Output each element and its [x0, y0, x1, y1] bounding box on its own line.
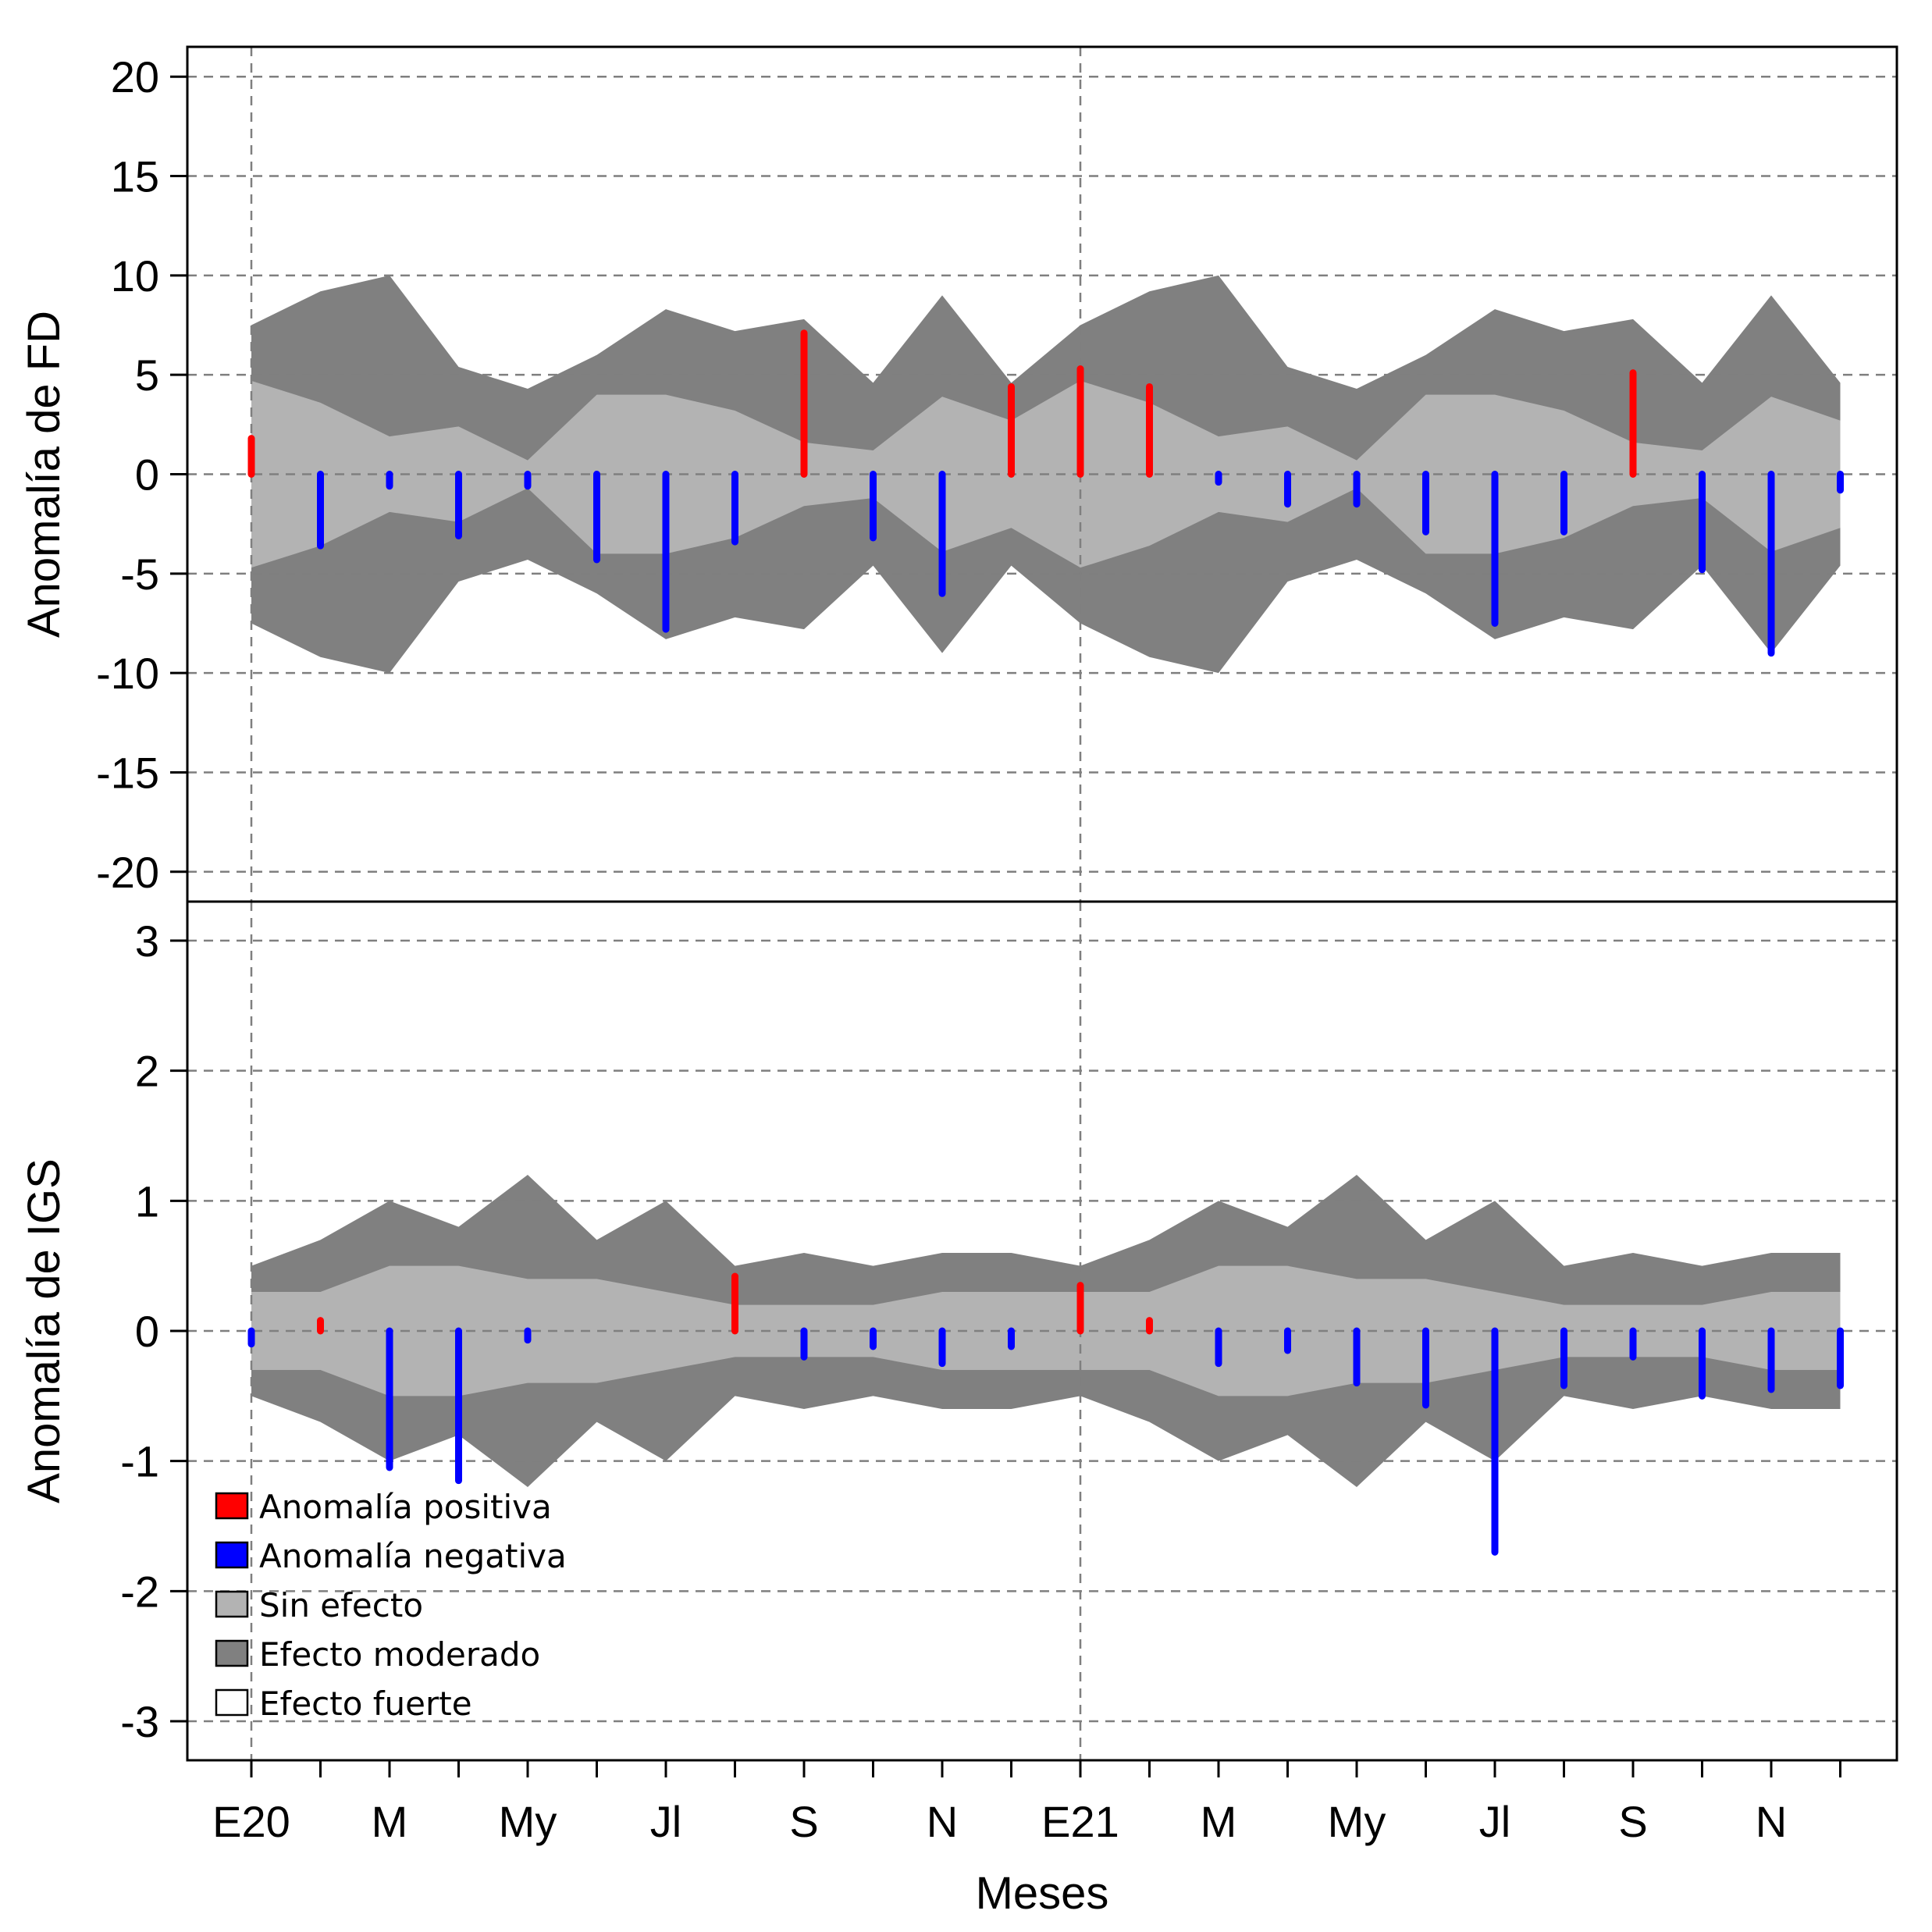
legend-swatch: [215, 1639, 249, 1667]
legend-label: Efecto moderado: [259, 1635, 540, 1674]
y-tick-label: 0: [135, 1307, 159, 1356]
plot-area: [187, 902, 1897, 1760]
y-axis-label: Anomalía de FD: [19, 311, 69, 638]
x-tick-label: N: [927, 1797, 958, 1846]
y-tick-label: 2: [135, 1047, 159, 1096]
x-axis: E20 M My Jl S N E21 M My Jl S N Meses: [212, 1760, 1841, 1919]
x-tick-label: Jl: [1479, 1797, 1510, 1846]
panel-1: 20 15 10 5 0 -5 -10 -15 -20 Anomalía de FD: [19, 45, 1898, 903]
y-tick-label: 5: [135, 350, 159, 400]
legend-label: Anomalía positiva: [259, 1488, 552, 1526]
legend: Anomalía positiva Anomalía negativa Sin ef…: [215, 1488, 567, 1723]
y-tick-label: -1: [120, 1437, 159, 1486]
x-tick-label: My: [1328, 1797, 1386, 1846]
panel-2: 3 2 1 0 -1 -2 -3 Anomalía de IGS: [19, 900, 1898, 1762]
x-tick-label: M: [1201, 1797, 1237, 1846]
legend-label: Sin efecto: [259, 1586, 423, 1624]
legend-swatch: [215, 1590, 249, 1618]
x-tick-label: E21: [1041, 1797, 1119, 1846]
y-tick-label: 15: [111, 152, 159, 201]
legend-label: Anomalía negativa: [259, 1537, 567, 1575]
y-tick-label: 3: [135, 916, 159, 966]
y-tick-label: 1: [135, 1176, 159, 1226]
x-tick-label: Jl: [650, 1797, 681, 1846]
legend-swatch: [215, 1492, 249, 1520]
x-tick-label: N: [1756, 1797, 1787, 1846]
y-axis-label: Anomalía de IGS: [19, 1158, 69, 1503]
y-tick-label: -2: [120, 1567, 159, 1616]
legend-swatch: [215, 1688, 249, 1717]
y-tick-label: -5: [120, 550, 159, 599]
x-tick-label: M: [372, 1797, 408, 1846]
y-tick-label: 20: [111, 52, 159, 101]
y-tick-label: 0: [135, 450, 159, 500]
legend-label: Efecto fuerte: [259, 1685, 472, 1723]
y-tick-label: -20: [96, 848, 159, 897]
y-tick-label: -10: [96, 649, 159, 698]
y-tick-label: 10: [111, 251, 159, 301]
y-tick-label: -3: [120, 1697, 159, 1746]
x-tick-label: S: [789, 1797, 818, 1846]
x-tick-label: My: [499, 1797, 557, 1846]
plot-area: [187, 47, 1897, 902]
y-tick-label: -15: [96, 748, 159, 797]
x-tick-label: S: [1618, 1797, 1647, 1846]
legend-swatch: [215, 1541, 249, 1569]
panel-frame: [186, 900, 1898, 1762]
x-axis-label: Meses: [976, 1868, 1109, 1919]
x-tick-label: E20: [212, 1797, 290, 1846]
